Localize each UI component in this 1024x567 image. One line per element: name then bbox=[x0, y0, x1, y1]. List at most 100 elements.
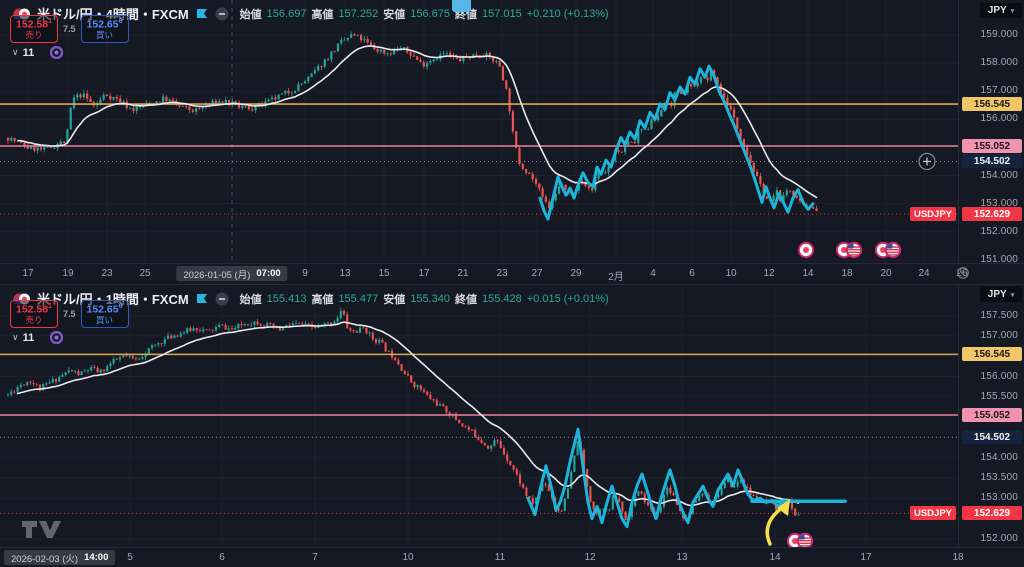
crosshair-date: 2026-02-03 (火) bbox=[11, 553, 79, 565]
time-axis-label: 10 bbox=[725, 268, 737, 279]
time-axis-label: 27 bbox=[531, 268, 543, 279]
time-axis-label: 20 bbox=[880, 268, 892, 279]
flag-icon[interactable] bbox=[196, 8, 208, 19]
ohlc-high-label: 高値 bbox=[311, 293, 334, 306]
price-axis-4h[interactable]: 159.000 158.000 157.000 156.000 154.000 153.0… bbox=[958, 0, 1024, 265]
price-chart-canvas-4h[interactable] bbox=[0, 0, 958, 263]
time-axis-label: 13 bbox=[339, 268, 351, 279]
tradingview-logo[interactable] bbox=[21, 519, 61, 544]
price-axis-tick: 157.500 bbox=[980, 309, 1018, 321]
sell-price-pip: 1 bbox=[48, 303, 53, 311]
object-tree-toggle[interactable]: ∨ 11 bbox=[12, 46, 64, 59]
time-axis-label: 24 bbox=[918, 268, 930, 279]
ohlc-high-value: 157.252 bbox=[338, 7, 379, 20]
time-axis-label: 13 bbox=[676, 552, 688, 563]
time-axis-label: 23 bbox=[496, 268, 508, 279]
ohlc-low-label: 安値 bbox=[383, 8, 406, 21]
time-axis-label: 19 bbox=[62, 268, 74, 279]
buy-button[interactable]: 152.656 買い bbox=[80, 300, 129, 328]
time-axis-label: 12 bbox=[763, 268, 775, 279]
time-axis-label: 17 bbox=[22, 268, 34, 279]
symbol-title[interactable]: 米ドル/円・4時間・FXCM bbox=[37, 4, 189, 23]
symbol-price-tag: USDJPY bbox=[910, 506, 956, 521]
ohlc-high-label: 高値 bbox=[311, 8, 334, 21]
currency-label: JPY bbox=[987, 5, 1007, 16]
price-axis-tick: 153.000 bbox=[980, 492, 1018, 504]
partial-toolbar-button[interactable] bbox=[452, 0, 471, 12]
currency-label: JPY bbox=[987, 289, 1007, 300]
buy-label: 買い bbox=[96, 315, 114, 326]
time-axis-label: 17 bbox=[860, 552, 872, 563]
change-value: +0.210 (+0.13%) bbox=[526, 7, 609, 20]
ohlc-low-label: 安値 bbox=[383, 293, 406, 306]
trade-buttons: 152.581 売り 7.5 152.656 買い bbox=[10, 300, 129, 328]
currency-selector[interactable]: JPY ▾ bbox=[980, 287, 1022, 302]
chevron-down-icon: ▾ bbox=[1010, 7, 1015, 15]
ohlc-low-value: 155.340 bbox=[410, 292, 450, 305]
currency-selector[interactable]: JPY ▾ bbox=[980, 3, 1022, 18]
time-axis-label: 4 bbox=[650, 268, 656, 279]
ohlc-readout: 始値 155.413 高値 155.477 安値 155.340 終値 155.… bbox=[240, 291, 609, 307]
crosshair-date-label: 2026-02-03 (火) 14:00 bbox=[4, 550, 116, 565]
price-axis-tick: 154.000 bbox=[980, 169, 1018, 181]
time-axis-label: 21 bbox=[457, 268, 469, 279]
change-value: +0.015 (+0.01%) bbox=[526, 292, 609, 305]
ohlc-open-label: 始値 bbox=[239, 293, 262, 306]
sell-label: 売り bbox=[25, 30, 43, 41]
time-axis-label: 25 bbox=[139, 268, 151, 279]
flag-icon[interactable] bbox=[196, 293, 208, 304]
price-axis-tick: 158.000 bbox=[980, 57, 1018, 69]
time-axis-label: 10 bbox=[402, 552, 414, 563]
price-level-label: 156.545 bbox=[962, 97, 1022, 112]
time-axis-label: 7 bbox=[312, 552, 318, 563]
time-axis-1h[interactable]: 5 6 7 10 11 12 13 14 17 18 bbox=[0, 547, 1024, 567]
crosshair-time: 14:00 bbox=[84, 552, 109, 563]
crosshair-date-label: 2026-01-05 (月) 07:00 bbox=[176, 266, 288, 281]
price-axis-tick: 152.000 bbox=[980, 225, 1018, 237]
price-axis-tick: 159.000 bbox=[980, 29, 1018, 41]
ohlc-low-value: 156.675 bbox=[410, 7, 450, 20]
time-axis-label: 11 bbox=[494, 552, 506, 563]
symbol-price-tag: USDJPY bbox=[910, 207, 956, 222]
price-level-label: 155.052 bbox=[962, 139, 1022, 153]
time-axis-4h[interactable]: 17 19 23 25 9 13 15 17 21 23 27 29 2月 4 6 10 12 14 18 20 24 2… bbox=[0, 263, 1024, 284]
time-axis-label: 12 bbox=[584, 552, 596, 563]
chevron-down-icon: ∨ bbox=[12, 47, 19, 57]
sell-button[interactable]: 152.581 売り bbox=[10, 300, 58, 328]
time-axis-label: 9 bbox=[302, 268, 308, 279]
ohlc-close-value: 155.428 bbox=[481, 292, 522, 305]
time-axis-label: 18 bbox=[952, 552, 964, 563]
price-level-label: 152.629 bbox=[962, 506, 1022, 521]
chevron-down-icon: ∨ bbox=[12, 332, 19, 342]
chart-panel-1h: 米ドル/円・1時間・FXCM 始値 155.413 高値 155.477 安値 … bbox=[0, 285, 1024, 567]
price-axis-1h[interactable]: 157.500 157.000 156.000 155.500 154.000 153.5… bbox=[958, 285, 1024, 547]
sell-price: 152.58 bbox=[15, 303, 49, 316]
price-chart-canvas-1h[interactable] bbox=[0, 285, 958, 547]
symbol-title[interactable]: 米ドル/円・1時間・FXCM bbox=[37, 289, 189, 308]
time-axis-label: 14 bbox=[769, 552, 781, 563]
indicator-badge-icon[interactable] bbox=[50, 46, 64, 59]
ohlc-readout: 始値 156.697 高値 157.252 安値 156.675 終値 157.… bbox=[240, 6, 609, 22]
spread-value: 7.5 bbox=[63, 24, 76, 34]
buy-price: 152.65 bbox=[86, 18, 119, 31]
buy-button[interactable]: 152.656 買い bbox=[80, 15, 129, 43]
time-axis-label: 29 bbox=[570, 268, 582, 279]
time-axis-label: 14 bbox=[802, 268, 814, 279]
price-axis-tick: 151.000 bbox=[980, 253, 1018, 265]
time-axis-label: 2月 bbox=[608, 272, 624, 283]
ohlc-open-label: 始値 bbox=[239, 8, 262, 21]
hide-indicator-icon[interactable] bbox=[215, 7, 229, 21]
time-axis-label: 18 bbox=[841, 268, 853, 279]
sell-price-pip: 1 bbox=[48, 18, 53, 26]
ohlc-close-label: 終値 bbox=[454, 293, 477, 306]
price-level-label: 154.502 bbox=[962, 430, 1022, 445]
object-tree-toggle[interactable]: ∨ 11 bbox=[12, 331, 64, 344]
crosshair-time: 07:00 bbox=[256, 268, 281, 279]
buy-price: 152.65 bbox=[86, 303, 119, 316]
sell-button[interactable]: 152.581 売り bbox=[10, 15, 58, 43]
indicator-badge-icon[interactable] bbox=[50, 331, 64, 344]
hide-indicator-icon[interactable] bbox=[215, 292, 229, 306]
price-axis-tick: 156.000 bbox=[980, 113, 1018, 125]
scale-reset-icon[interactable] bbox=[956, 266, 970, 285]
